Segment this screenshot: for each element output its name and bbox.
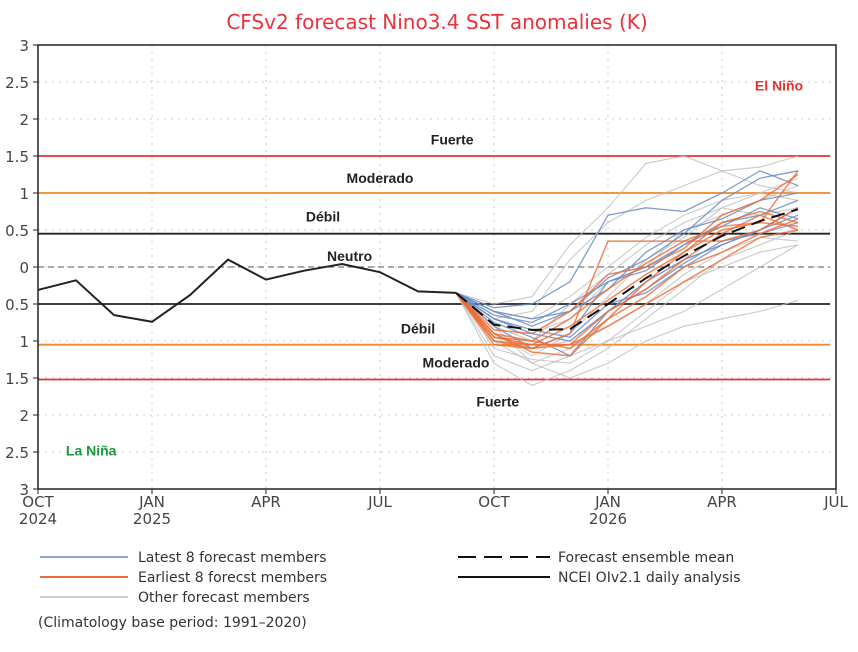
earliest-member-line xyxy=(455,170,799,346)
earliest-member-line xyxy=(455,173,799,335)
legend-earliest: Earliest 8 forecst members xyxy=(138,570,327,586)
y-tick-label: 3 xyxy=(19,37,29,55)
legend: Latest 8 forecast members Earliest 8 for… xyxy=(38,550,741,631)
x-tick-year: 2024 xyxy=(19,510,57,528)
y-tick-label: 0 xyxy=(19,259,29,277)
y-tick-label: 2 xyxy=(19,407,29,425)
x-tick-label: APR xyxy=(707,493,737,511)
y-tick-label: 1.5 xyxy=(5,370,29,388)
latest-member-line xyxy=(455,170,799,320)
category-label: El Niño xyxy=(755,78,803,94)
category-label: La Niña xyxy=(66,443,117,459)
legend-mean: Forecast ensemble mean xyxy=(558,550,734,566)
category-label: Fuerte xyxy=(431,132,474,148)
other-member-line xyxy=(455,207,799,342)
category-label: Débil xyxy=(306,209,340,225)
plot-frame xyxy=(37,44,837,490)
x-tick-label: OCT xyxy=(478,493,510,511)
x-tick-label: JAN xyxy=(594,493,621,511)
y-tick-label: 3 xyxy=(19,481,29,499)
legend-other: Other forecast members xyxy=(138,590,310,606)
category-label: Neutro xyxy=(327,248,372,264)
other-member-line xyxy=(455,229,799,387)
y-tick-label: 2 xyxy=(19,111,29,129)
other-member-line xyxy=(455,244,799,364)
earliest-member-line xyxy=(455,210,799,350)
legend-analysis: NCEI OIv2.1 daily analysis xyxy=(558,570,741,586)
other-member-line xyxy=(455,155,799,305)
latest-member-line xyxy=(455,214,799,338)
earliest-member-line xyxy=(455,221,799,342)
y-tick-label: 2.5 xyxy=(5,444,29,462)
x-tick-year: 2025 xyxy=(133,510,171,528)
x-tick-label: OCT xyxy=(22,493,54,511)
legend-latest: Latest 8 forecast members xyxy=(138,550,327,566)
chart-title: CFSv2 forecast Nino3.4 SST anomalies (K) xyxy=(226,10,647,34)
earliest-member-line xyxy=(455,207,799,350)
x-tick-label: JUL xyxy=(367,493,392,511)
category-label: Moderado xyxy=(423,354,490,370)
category-label: Fuerte xyxy=(476,394,519,410)
latest-member-line xyxy=(455,170,799,309)
x-tick-label: APR xyxy=(251,493,281,511)
y-tick-label: 0.5 xyxy=(5,296,29,314)
y-tick-label: 1 xyxy=(19,333,29,351)
category-label: Moderado xyxy=(347,170,414,186)
y-tick-label: 1 xyxy=(19,185,29,203)
x-tick-year: 2026 xyxy=(589,510,627,528)
category-label: Débil xyxy=(401,320,435,336)
ensemble-mean-line xyxy=(455,208,799,331)
x-tick-label: JUL xyxy=(823,493,848,511)
y-tick-label: 2.5 xyxy=(5,74,29,92)
climatology-note: (Climatology base period: 1991–2020) xyxy=(38,615,307,631)
earliest-member-line xyxy=(455,218,799,357)
analysis-line xyxy=(37,258,457,323)
y-tick-label: 1.5 xyxy=(5,148,29,166)
y-tick-label: 0.5 xyxy=(5,222,29,240)
x-tick-label: JAN xyxy=(138,493,165,511)
